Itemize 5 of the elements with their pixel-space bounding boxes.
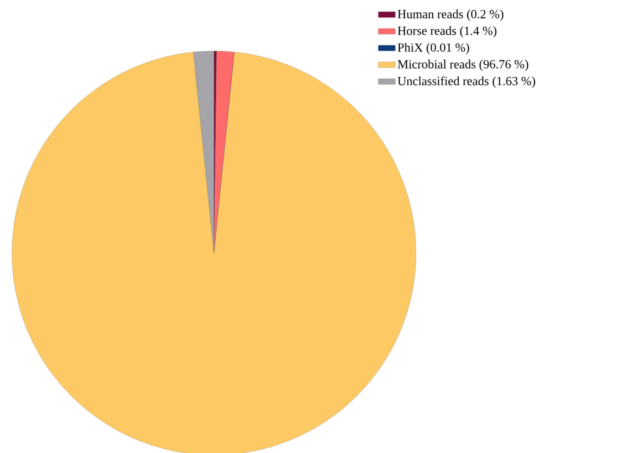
legend-label: Human reads (0.2 %) <box>398 10 504 21</box>
legend-label: Microbial reads (96.76 %) <box>398 60 528 71</box>
legend-label: Unclassified reads (1.63 %) <box>398 76 536 88</box>
legend-label: PhiX (0.01 %) <box>398 42 470 54</box>
legend-label: Horse reads (1.4 %) <box>398 26 496 38</box>
